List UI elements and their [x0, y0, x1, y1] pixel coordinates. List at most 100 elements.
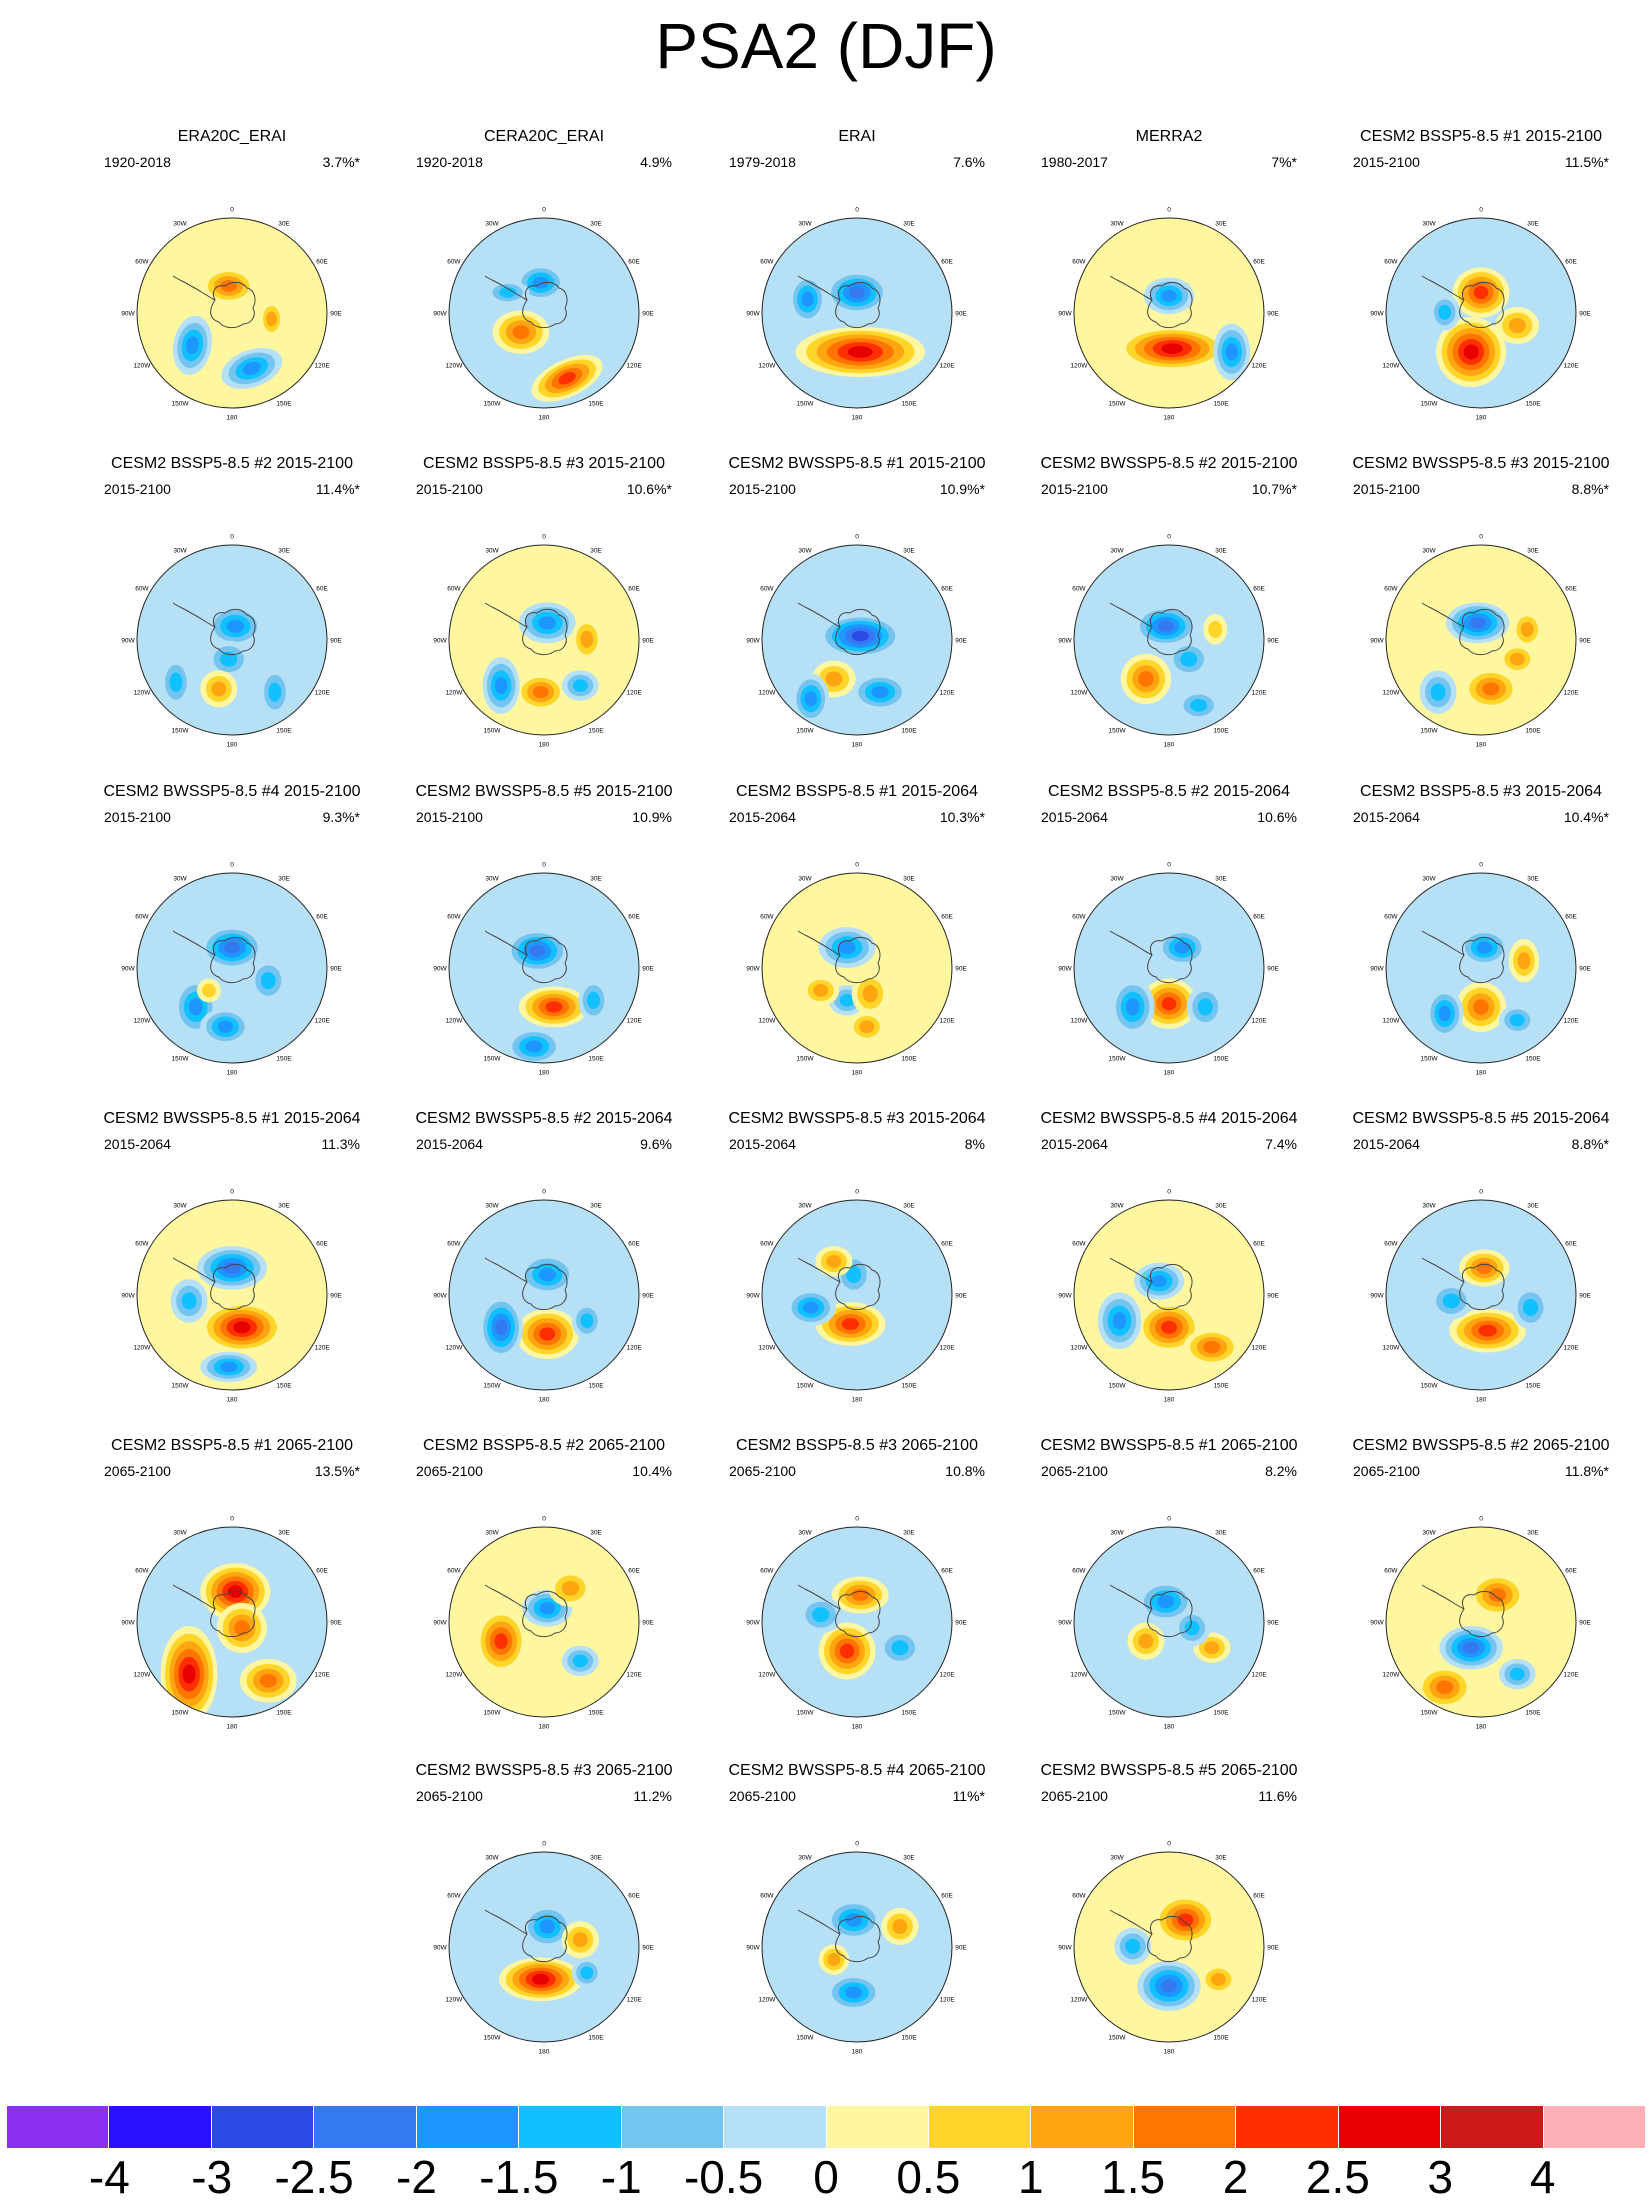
longitude-label: 30W — [798, 547, 812, 554]
colorbar-labels: -4 -3 -2.5 -2 -1.5 -1 -0.5 0 0.5 1 1.5 2 2.5 3 4 — [0, 2150, 1652, 2204]
longitude-label: 0 — [230, 534, 234, 541]
longitude-label: 120E — [315, 1345, 331, 1352]
map-panel: CESM2 BWSSP5-8.5 #3 2065-2100 2065-2100 11… — [394, 1762, 694, 2087]
panel-title: CESM2 BWSSP5-8.5 #1 2065-2100 — [1040, 1437, 1298, 1454]
longitude-label: 30W — [173, 875, 187, 882]
longitude-label: 120W — [1382, 690, 1400, 697]
longitude-label: 150E — [588, 1710, 604, 1717]
longitude-label: 90E — [1579, 966, 1591, 973]
longitude-label: 90W — [1058, 311, 1072, 318]
panel-period: 2065-2100 — [729, 1463, 796, 1479]
coastline — [1421, 1257, 1505, 1311]
positive-anomaly — [1200, 1964, 1237, 1995]
longitude-label: 60W — [135, 914, 149, 921]
polar-map: 0 30E 60E 90E 120E 150E 180 150W 120W 90W 60W 30W — [1370, 207, 1591, 422]
longitude-label: 30W — [173, 1529, 187, 1536]
longitude-label: 120W — [758, 690, 776, 697]
colorbar-swatch — [1543, 2106, 1645, 2148]
panel-period: 2015-2064 — [1041, 809, 1108, 825]
longitude-label: 30E — [278, 875, 290, 882]
colorbar-swatch — [416, 2106, 520, 2148]
longitude-label: 120E — [315, 690, 331, 697]
colorbar-label: 2.5 — [1305, 2151, 1370, 2203]
longitude-label: 30W — [173, 547, 187, 554]
panel-period: 2015-2100 — [104, 809, 171, 825]
longitude-label: 180 — [1476, 415, 1487, 422]
longitude-label: 180 — [852, 415, 863, 422]
panel-period: 2015-2100 — [416, 481, 483, 497]
longitude-label: 0 — [1479, 534, 1483, 541]
map-border — [1385, 1199, 1577, 1391]
longitude-label: 0 — [1167, 534, 1171, 541]
longitude-label: 90W — [1370, 1620, 1384, 1627]
longitude-label: 30E — [1215, 220, 1227, 227]
map-border — [136, 872, 328, 1064]
longitude-label: 0 — [230, 1189, 234, 1196]
negative-anomaly — [785, 1289, 836, 1327]
colorbar-swatch — [621, 2106, 725, 2148]
map-panel: CESM2 BWSSP5-8.5 #1 2065-2100 2065-2100 8.… — [1019, 1437, 1319, 1762]
longitude-label: 60E — [1565, 259, 1577, 266]
map-panel: CESM2 BWSSP5-8.5 #5 2015-2100 2015-2100 10… — [394, 783, 694, 1108]
panel-title: CESM2 BWSSP5-8.5 #5 2015-2064 — [1352, 1110, 1610, 1127]
positive-anomaly — [492, 310, 550, 354]
longitude-label: 30W — [798, 1202, 812, 1209]
longitude-label: 120W — [758, 1997, 776, 2004]
longitude-label: 30E — [1527, 220, 1539, 227]
longitude-label: 30E — [590, 1529, 602, 1536]
longitude-label: 90E — [1267, 1620, 1279, 1627]
panel-period: 2015-2064 — [104, 1136, 171, 1152]
longitude-label: 150E — [901, 728, 917, 735]
panel-percent: 11.5%* — [1564, 154, 1609, 170]
longitude-label: 120E — [315, 1018, 331, 1025]
positive-anomaly — [1416, 1665, 1474, 1710]
longitude-label: 120W — [758, 1018, 776, 1025]
panel-title: CESM2 BSSP5-8.5 #1 2015-2100 — [1360, 128, 1602, 145]
longitude-label: 60E — [1253, 1241, 1265, 1248]
longitude-label: 0 — [1479, 207, 1483, 214]
longitude-label: 90E — [955, 638, 967, 645]
colorbar-swatch — [1133, 2106, 1237, 2148]
polar-map: 0 30E 60E 90E 120E 150E 180 150W 120W 90W 60W 30W — [746, 1516, 967, 1731]
coastline — [484, 1257, 568, 1311]
map-border — [761, 217, 953, 409]
coastline — [484, 1909, 568, 1963]
longitude-label: 30E — [590, 1202, 602, 1209]
longitude-label: 0 — [230, 1516, 234, 1523]
panel-title: CESM2 BSSP5-8.5 #2 2065-2100 — [423, 1437, 665, 1454]
longitude-label: 150W — [797, 728, 815, 735]
positive-anomaly — [571, 617, 603, 662]
longitude-label: 60E — [1253, 1568, 1265, 1575]
longitude-label: 90W — [1058, 1293, 1072, 1300]
longitude-label: 120W — [1070, 690, 1088, 697]
longitude-label: 150E — [901, 1056, 917, 1063]
longitude-label: 0 — [230, 207, 234, 214]
longitude-label: 90E — [642, 1293, 654, 1300]
longitude-label: 120E — [940, 363, 956, 370]
longitude-label: 90W — [746, 311, 760, 318]
longitude-label: 150E — [1525, 1383, 1541, 1390]
longitude-label: 0 — [855, 1841, 859, 1848]
longitude-label: 150E — [588, 1383, 604, 1390]
coastline — [1421, 1584, 1505, 1638]
longitude-label: 180 — [1164, 2049, 1175, 2056]
map-panel: CESM2 BSSP5-8.5 #2 2065-2100 2065-2100 10.… — [394, 1437, 694, 1762]
longitude-label: 30W — [1110, 220, 1124, 227]
coastline — [484, 930, 568, 984]
panel-title: ERAI — [838, 128, 876, 145]
longitude-label: 90E — [1267, 966, 1279, 973]
panel-title: CESM2 BWSSP5-8.5 #4 2065-2100 — [728, 1762, 986, 1779]
map-border — [761, 1526, 953, 1718]
longitude-label: 150E — [588, 401, 604, 408]
panel-percent: 7.4% — [1265, 1136, 1297, 1152]
longitude-label: 0 — [1167, 1516, 1171, 1523]
longitude-label: 60W — [1384, 914, 1398, 921]
negative-anomaly — [561, 1645, 599, 1677]
longitude-label: 150E — [1213, 1056, 1229, 1063]
longitude-label: 60E — [628, 586, 640, 593]
longitude-label: 60W — [1072, 259, 1086, 266]
coastline — [1109, 1584, 1193, 1638]
longitude-label: 180 — [539, 1397, 550, 1404]
longitude-label: 30E — [278, 220, 290, 227]
longitude-label: 90W — [433, 966, 447, 973]
